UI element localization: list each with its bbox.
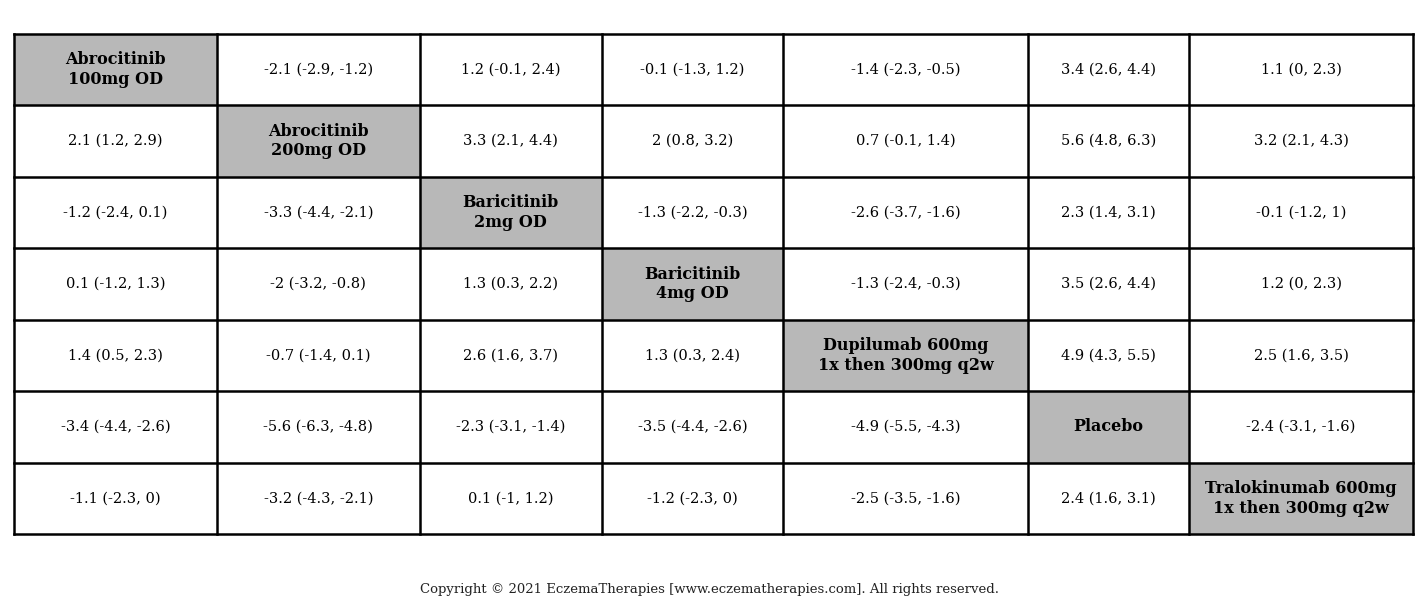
Text: 2 (0.8, 3.2): 2 (0.8, 3.2) [652,134,733,148]
Text: 0.1 (-1, 1.2): 0.1 (-1, 1.2) [469,491,554,505]
Text: Abrocitinib
100mg OD: Abrocitinib 100mg OD [65,51,166,88]
Bar [1028,248,1189,320]
Text: -0.1 (-1.3, 1.2): -0.1 (-1.3, 1.2) [640,63,744,77]
Bar [420,105,602,177]
Text: -3.2 (-4.3, -2.1): -3.2 (-4.3, -2.1) [264,491,373,505]
Text: Placebo: Placebo [1074,419,1143,435]
Bar [1189,248,1413,320]
Text: -5.6 (-6.3, -4.8): -5.6 (-6.3, -4.8) [264,420,373,434]
Text: Baricitinib
4mg OD: Baricitinib 4mg OD [645,266,741,302]
Bar [14,34,217,105]
Bar [14,105,217,177]
Text: 1.3 (0.3, 2.4): 1.3 (0.3, 2.4) [645,349,740,362]
Text: Abrocitinib
200mg OD: Abrocitinib 200mg OD [268,123,369,159]
Text: -2.3 (-3.1, -1.4): -2.3 (-3.1, -1.4) [456,420,565,434]
Bar [217,391,420,463]
Text: -0.1 (-1.2, 1): -0.1 (-1.2, 1) [1255,206,1346,219]
Bar [1028,463,1189,534]
Text: -4.9 (-5.5, -4.3): -4.9 (-5.5, -4.3) [851,420,960,434]
Text: -3.3 (-4.4, -2.1): -3.3 (-4.4, -2.1) [264,206,373,219]
Text: -2.1 (-2.9, -1.2): -2.1 (-2.9, -1.2) [264,63,373,77]
Bar [14,320,217,391]
Bar [784,320,1028,391]
Text: 1.2 (-0.1, 2.4): 1.2 (-0.1, 2.4) [462,63,561,77]
Bar [602,391,784,463]
Bar [1189,105,1413,177]
Bar [1189,463,1413,534]
Bar [14,463,217,534]
Bar [217,320,420,391]
Bar [1189,177,1413,248]
Bar [420,463,602,534]
Text: 1.1 (0, 2.3): 1.1 (0, 2.3) [1261,63,1342,77]
Text: -2.4 (-3.1, -1.6): -2.4 (-3.1, -1.6) [1247,420,1356,434]
Text: 2.6 (1.6, 3.7): 2.6 (1.6, 3.7) [463,349,558,362]
Text: 3.3 (2.1, 4.4): 3.3 (2.1, 4.4) [463,134,558,148]
Text: -1.1 (-2.3, 0): -1.1 (-2.3, 0) [71,491,160,505]
Bar [420,177,602,248]
Text: -1.2 (-2.4, 0.1): -1.2 (-2.4, 0.1) [64,206,168,219]
Bar [784,34,1028,105]
Text: 2.4 (1.6, 3.1): 2.4 (1.6, 3.1) [1061,491,1156,505]
Bar [602,248,784,320]
Text: 2.5 (1.6, 3.5): 2.5 (1.6, 3.5) [1254,349,1349,362]
Text: -1.3 (-2.2, -0.3): -1.3 (-2.2, -0.3) [638,206,747,219]
Text: 1.3 (0.3, 2.2): 1.3 (0.3, 2.2) [463,277,558,291]
Text: -0.7 (-1.4, 0.1): -0.7 (-1.4, 0.1) [266,349,371,362]
Text: -3.5 (-4.4, -2.6): -3.5 (-4.4, -2.6) [638,420,747,434]
Text: Baricitinib
2mg OD: Baricitinib 2mg OD [463,194,559,231]
Text: -2.6 (-3.7, -1.6): -2.6 (-3.7, -1.6) [851,206,961,219]
Bar [602,34,784,105]
Bar [784,248,1028,320]
Bar [217,34,420,105]
Text: 4.9 (4.3, 5.5): 4.9 (4.3, 5.5) [1061,349,1156,362]
Bar [784,177,1028,248]
Text: 2.3 (1.4, 3.1): 2.3 (1.4, 3.1) [1061,206,1156,219]
Bar [1028,177,1189,248]
Bar [1028,320,1189,391]
Text: Tralokinumab 600mg
1x then 300mg q2w: Tralokinumab 600mg 1x then 300mg q2w [1206,480,1397,517]
Bar [1028,391,1189,463]
Text: 3.4 (2.6, 4.4): 3.4 (2.6, 4.4) [1061,63,1156,77]
Bar [784,391,1028,463]
Bar [784,463,1028,534]
Text: 0.1 (-1.2, 1.3): 0.1 (-1.2, 1.3) [65,277,165,291]
Bar [1189,34,1413,105]
Bar [602,177,784,248]
Text: -1.4 (-2.3, -0.5): -1.4 (-2.3, -0.5) [851,63,960,77]
Bar [602,320,784,391]
Bar [217,177,420,248]
Text: -3.4 (-4.4, -2.6): -3.4 (-4.4, -2.6) [61,420,170,434]
Bar [420,320,602,391]
Bar [602,105,784,177]
Text: -1.3 (-2.4, -0.3): -1.3 (-2.4, -0.3) [851,277,961,291]
Bar [217,463,420,534]
Text: 2.1 (1.2, 2.9): 2.1 (1.2, 2.9) [68,134,163,148]
Bar [14,391,217,463]
Text: Dupilumab 600mg
1x then 300mg q2w: Dupilumab 600mg 1x then 300mg q2w [818,337,994,374]
Bar [217,248,420,320]
Text: 5.6 (4.8, 6.3): 5.6 (4.8, 6.3) [1061,134,1156,148]
Bar [784,105,1028,177]
Text: 3.5 (2.6, 4.4): 3.5 (2.6, 4.4) [1061,277,1156,291]
Text: 1.4 (0.5, 2.3): 1.4 (0.5, 2.3) [68,349,163,362]
Bar [602,463,784,534]
Bar [1028,34,1189,105]
Bar [14,248,217,320]
Bar [14,177,217,248]
Bar [1189,320,1413,391]
Bar [1028,105,1189,177]
Bar [420,391,602,463]
Bar [1189,391,1413,463]
Bar [217,105,420,177]
Bar [420,248,602,320]
Text: 3.2 (2.1, 4.3): 3.2 (2.1, 4.3) [1254,134,1349,148]
Text: -1.2 (-2.3, 0): -1.2 (-2.3, 0) [648,491,738,505]
Text: Copyright © 2021 EczemaTherapies [www.eczematherapies.com]. All rights reserved.: Copyright © 2021 EczemaTherapies [www.ec… [420,583,1000,596]
Text: -2 (-3.2, -0.8): -2 (-3.2, -0.8) [270,277,366,291]
Text: -2.5 (-3.5, -1.6): -2.5 (-3.5, -1.6) [851,491,960,505]
Text: 0.7 (-0.1, 1.4): 0.7 (-0.1, 1.4) [856,134,956,148]
Bar [420,34,602,105]
Text: 1.2 (0, 2.3): 1.2 (0, 2.3) [1261,277,1342,291]
